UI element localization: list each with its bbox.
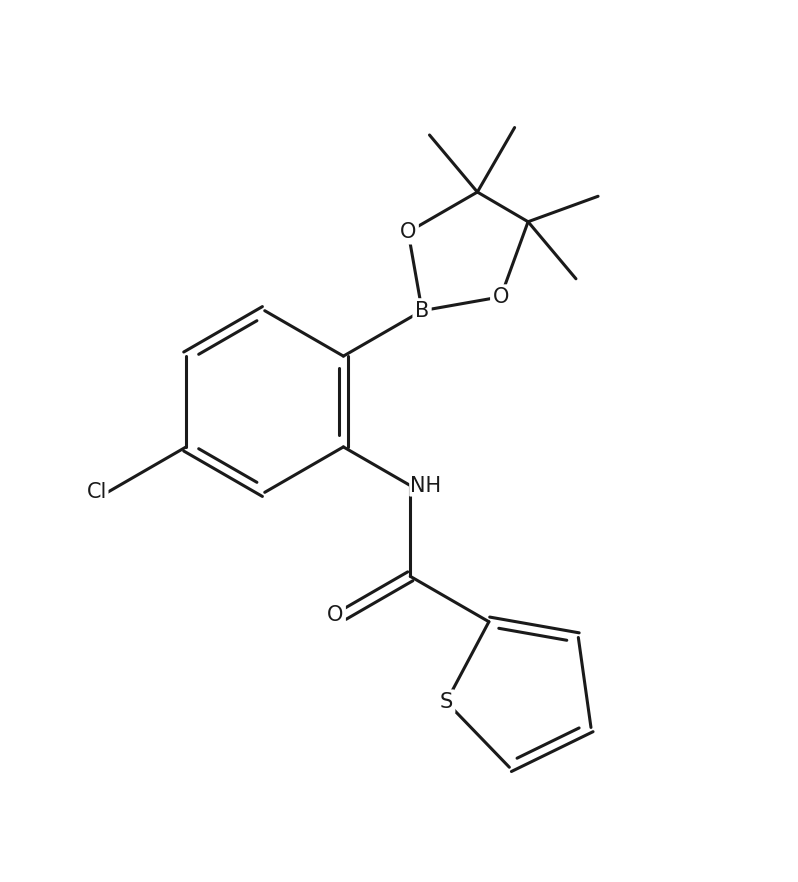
Text: O: O	[400, 222, 417, 242]
Text: O: O	[492, 287, 509, 307]
Text: Cl: Cl	[87, 482, 108, 503]
Text: B: B	[415, 301, 429, 321]
Text: O: O	[327, 605, 343, 625]
Text: S: S	[440, 691, 453, 712]
Text: NH: NH	[410, 475, 441, 496]
